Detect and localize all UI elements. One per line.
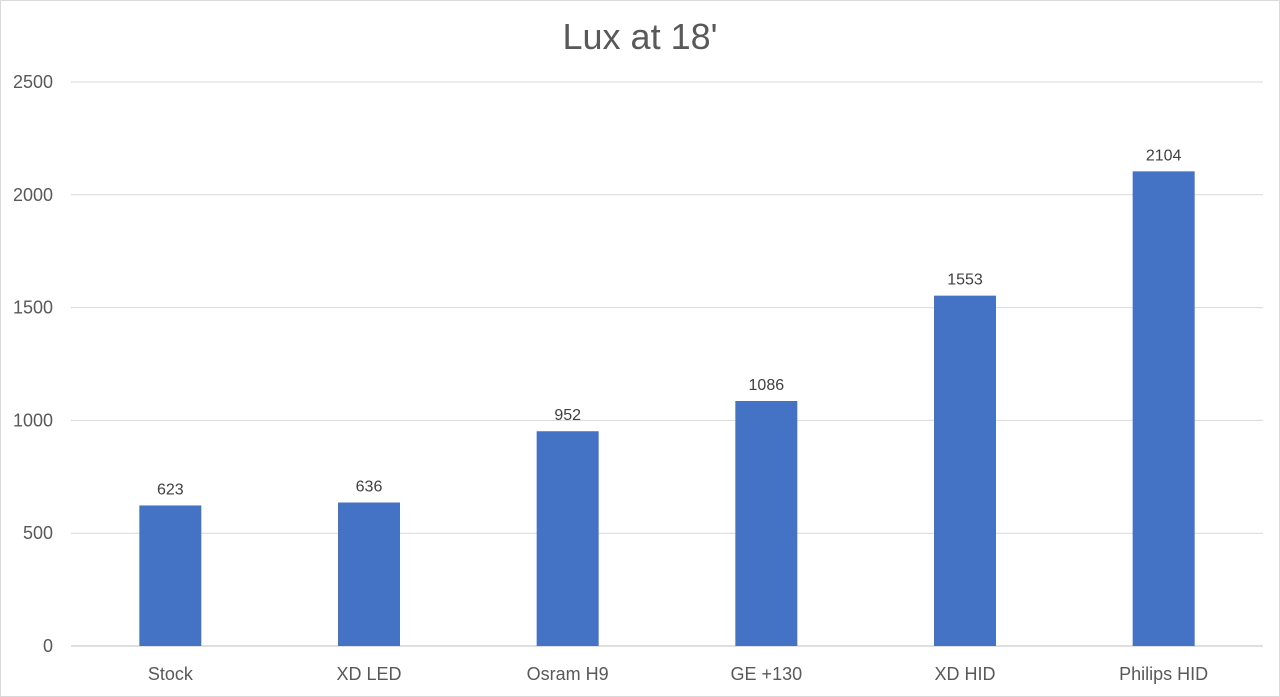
bar-xd-hid <box>934 295 996 646</box>
y-tick-label: 500 <box>23 523 53 543</box>
data-label: 636 <box>356 479 383 496</box>
x-tick-label: Stock <box>148 664 194 684</box>
data-label: 623 <box>157 481 184 498</box>
y-tick-label: 1500 <box>13 298 53 318</box>
y-tick-label: 0 <box>43 636 53 656</box>
bars <box>139 171 1195 647</box>
bar-stock <box>139 505 202 646</box>
x-axis-tick-labels: Stock XD LED Osram H9 GE +130 XD HID Philips … <box>148 664 1208 684</box>
data-label: 1086 <box>749 377 785 394</box>
x-tick-label: XD HID <box>934 664 995 684</box>
gridlines <box>71 81 1263 647</box>
y-tick-label: 2500 <box>13 72 53 92</box>
y-axis-tick-labels: 0 500 1000 1500 2000 2500 <box>13 72 53 656</box>
x-tick-label: XD LED <box>336 664 401 684</box>
y-tick-label: 2000 <box>13 185 53 205</box>
data-label: 1553 <box>947 272 983 289</box>
bar-xd-led <box>338 502 400 646</box>
bar-osram-h9 <box>536 431 599 646</box>
chart-title: Lux at 18' <box>563 16 718 57</box>
data-label: 2104 <box>1146 147 1182 164</box>
y-tick-label: 1000 <box>13 410 53 430</box>
data-labels: 623 636 952 1086 1553 2104 <box>157 147 1182 498</box>
bar-philips-hid <box>1132 171 1195 647</box>
x-tick-label: GE +130 <box>731 664 803 684</box>
x-tick-label: Philips HID <box>1119 664 1208 684</box>
x-tick-label: Osram H9 <box>527 664 609 684</box>
data-label: 952 <box>554 407 581 424</box>
bar-ge-130 <box>735 400 798 646</box>
